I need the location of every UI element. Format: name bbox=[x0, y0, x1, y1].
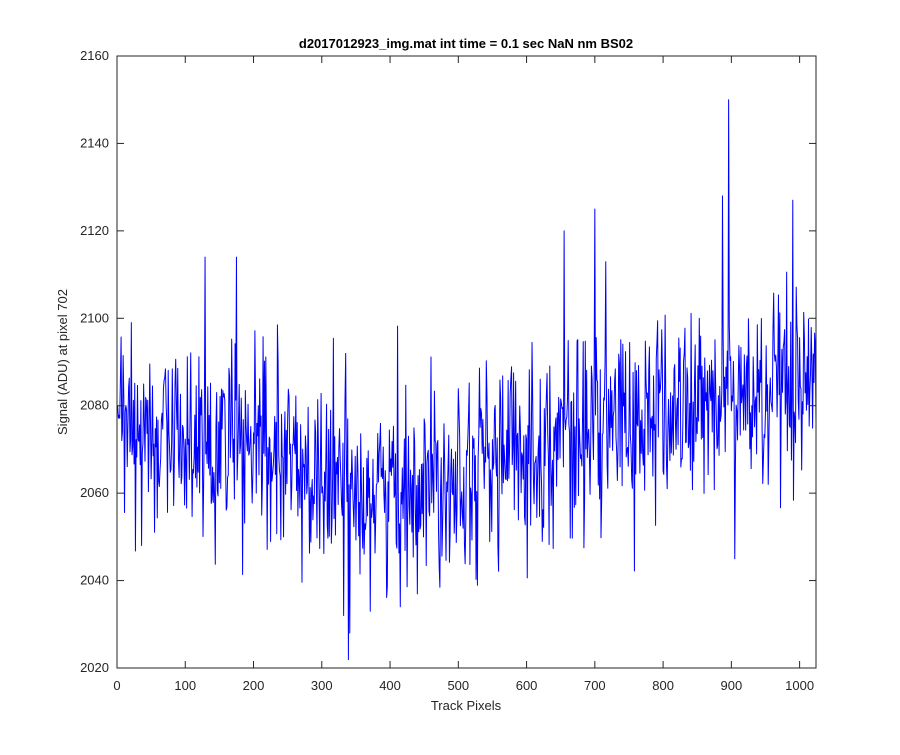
x-tick-label: 600 bbox=[516, 678, 538, 693]
y-axis: 2020 2040 2060 2080 2100 2120 2140 2160 bbox=[80, 48, 816, 675]
chart-title: d2017012923_img.mat int time = 0.1 sec N… bbox=[299, 36, 633, 51]
signal-series-line bbox=[117, 99, 817, 661]
x-tick-label: 100 bbox=[174, 678, 196, 693]
y-tick-label: 2020 bbox=[80, 660, 109, 675]
x-tick-label: 900 bbox=[721, 678, 743, 693]
x-axis-label: Track Pixels bbox=[431, 698, 502, 713]
x-tick-label: 0 bbox=[113, 678, 120, 693]
y-axis-label: Signal (ADU) at pixel 702 bbox=[55, 289, 70, 435]
x-tick-label: 400 bbox=[379, 678, 401, 693]
x-tick-label: 500 bbox=[447, 678, 469, 693]
y-tick-label: 2160 bbox=[80, 48, 109, 63]
y-tick-label: 2040 bbox=[80, 573, 109, 588]
y-tick-label: 2060 bbox=[80, 485, 109, 500]
y-tick-label: 2080 bbox=[80, 398, 109, 413]
y-tick-label: 2100 bbox=[80, 310, 109, 325]
y-tick-label: 2140 bbox=[80, 135, 109, 150]
x-tick-label: 1000 bbox=[785, 678, 814, 693]
x-tick-label: 200 bbox=[243, 678, 265, 693]
y-tick-label: 2120 bbox=[80, 223, 109, 238]
plot-frame bbox=[116, 55, 817, 669]
series-layer bbox=[117, 99, 817, 661]
x-tick-label: 800 bbox=[652, 678, 674, 693]
x-tick-label: 700 bbox=[584, 678, 606, 693]
x-axis: 0 100 200 300 400 500 600 700 800 900 1000 bbox=[113, 56, 814, 693]
x-tick-label: 300 bbox=[311, 678, 333, 693]
